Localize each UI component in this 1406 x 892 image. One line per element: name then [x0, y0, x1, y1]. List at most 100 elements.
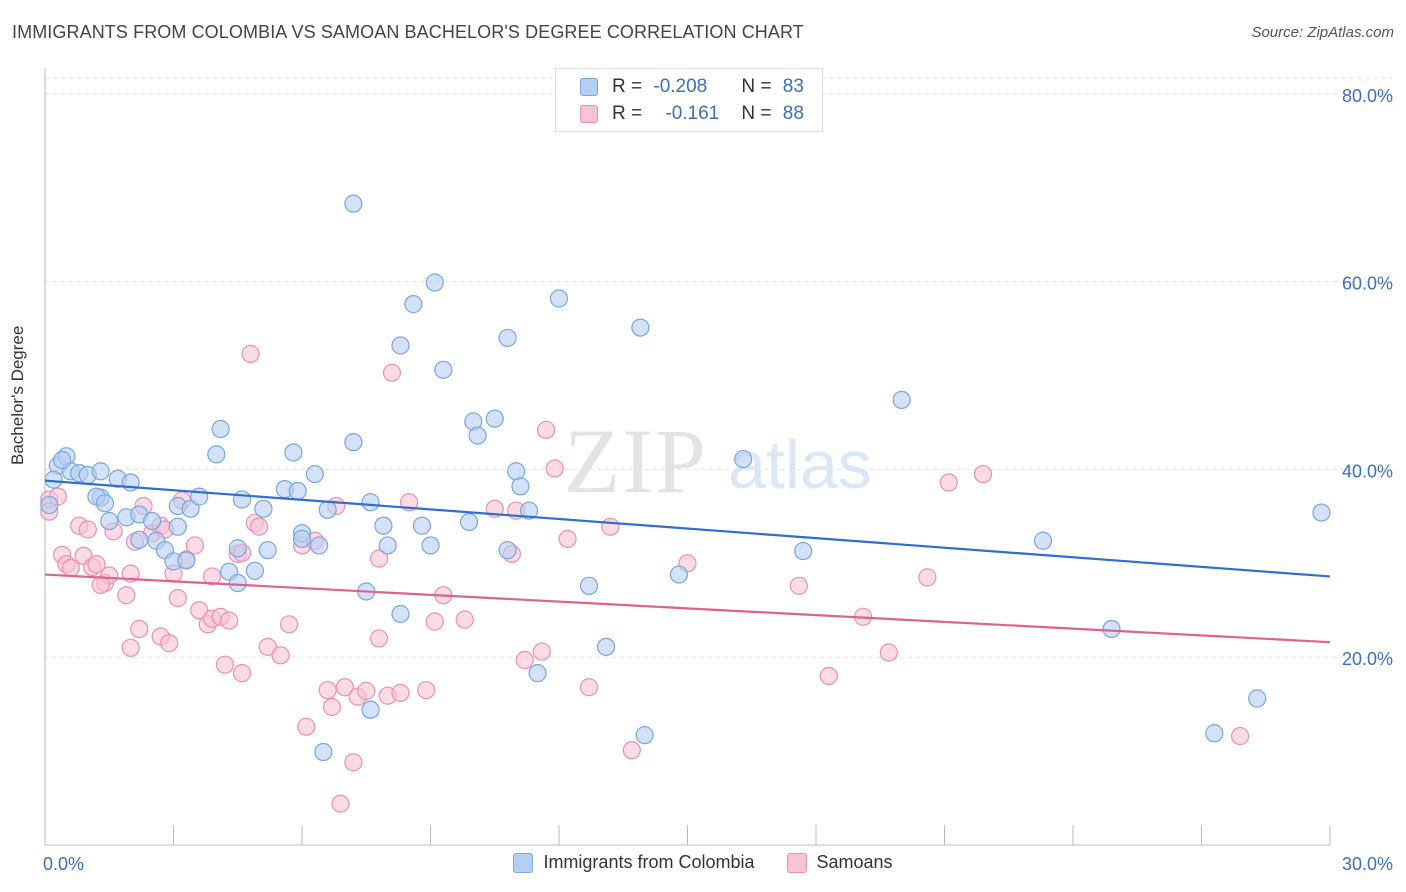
legend-label-colombia: Immigrants from Colombia — [543, 852, 755, 872]
samoans-point — [168, 588, 187, 608]
stats-legend: R = -0.208 N = 83 R = -0.161 N = 88 — [555, 68, 823, 132]
colombia-trend-line — [44, 479, 1331, 578]
colombia-point — [245, 561, 264, 580]
colombia-legend-swatch — [513, 852, 534, 873]
samoans-point — [879, 643, 898, 662]
samoans-point — [250, 517, 269, 536]
colombia-point — [177, 551, 196, 570]
r-value: -0.208 — [653, 76, 708, 97]
watermark-atlas: atlas — [728, 427, 872, 503]
colombia-point — [314, 742, 333, 762]
y-tick-label: 60.0% — [1342, 274, 1393, 294]
colombia-swatch — [580, 78, 598, 96]
samoans-point — [121, 638, 140, 657]
samoans-point — [819, 666, 838, 686]
samoans-point — [190, 601, 209, 620]
colombia-point — [40, 495, 59, 515]
samoans-legend-swatch — [786, 852, 807, 873]
samoans-point — [130, 619, 149, 639]
colombia-point — [361, 493, 380, 512]
samoans-point — [370, 629, 389, 648]
y-axis-label: Bachelor's Degree — [8, 325, 27, 465]
samoans-point — [918, 568, 937, 587]
samoans-point — [185, 536, 205, 555]
samoans-point — [1230, 726, 1250, 746]
samoans-point — [215, 655, 234, 674]
colombia-point — [425, 273, 444, 292]
colombia-point — [631, 318, 650, 337]
colombia-point — [374, 516, 393, 535]
samoans-point — [87, 555, 106, 574]
colombia-point — [597, 637, 616, 656]
colombia-point — [361, 700, 380, 719]
colombia-point — [254, 499, 273, 518]
samoans-point — [202, 567, 222, 586]
colombia-point — [669, 565, 689, 584]
stats-legend-row-samoans: R = -0.161 N = 88 — [580, 102, 804, 126]
samoans-point — [425, 612, 444, 631]
colombia-point — [391, 336, 410, 355]
colombia-point — [53, 450, 72, 470]
colombia-point — [1312, 503, 1331, 522]
colombia-point — [549, 289, 569, 308]
samoans-point — [335, 678, 354, 697]
colombia-point — [211, 419, 230, 439]
colombia-point — [91, 462, 110, 481]
colombia-point — [507, 462, 526, 481]
colombia-point — [142, 511, 162, 531]
samoans-point — [241, 344, 260, 363]
colombia-point — [485, 409, 504, 428]
colombia-point — [498, 328, 517, 348]
r-value: -0.161 — [665, 103, 720, 124]
trend-lines — [44, 479, 1331, 644]
colombia-point — [344, 433, 363, 452]
colombia-point — [421, 536, 440, 555]
colombia-point — [468, 426, 487, 445]
samoans-point — [545, 459, 564, 478]
y-tick-label: 80.0% — [1342, 86, 1393, 106]
samoans-point — [357, 681, 376, 701]
n-label: N = — [741, 103, 777, 124]
colombia-point — [258, 541, 277, 560]
colombia-point — [794, 541, 813, 561]
colombia-point — [1102, 619, 1121, 639]
stats-legend-row-colombia: R = -0.208 N = 83 — [580, 75, 804, 99]
colombia-point — [579, 576, 599, 595]
colombia-point — [305, 464, 324, 484]
r-label: R = — [612, 76, 648, 97]
samoans-point — [297, 717, 316, 736]
source-label: Source: ZipAtlas.com — [1251, 24, 1394, 41]
samoans-point — [258, 637, 277, 656]
colombia-point — [318, 500, 337, 519]
colombia-point — [519, 501, 539, 520]
colombia-point — [391, 604, 410, 624]
watermark: ZIP atlas — [564, 410, 872, 512]
legend-item-samoans: Samoans — [786, 852, 893, 873]
samoans-point — [532, 642, 551, 661]
r-label: R = — [612, 103, 648, 124]
tick-labels: 20.0% 40.0% 60.0% 80.0% 0.0% 30.0% — [43, 86, 1393, 874]
colombia-point — [412, 516, 432, 535]
colombia-point — [378, 536, 397, 555]
samoans-point — [537, 420, 556, 440]
samoans-trend-line — [44, 573, 1331, 644]
samoans-point — [331, 794, 350, 813]
samoans-point — [370, 549, 389, 568]
samoans-point — [515, 650, 534, 670]
colombia-point — [344, 194, 363, 213]
colombia-point — [44, 470, 63, 489]
samoans-point — [939, 473, 958, 492]
x-tick-label: 30.0% — [1342, 854, 1393, 874]
samoans-point — [417, 680, 436, 700]
colombia-point — [1248, 689, 1267, 708]
colombia-point — [404, 295, 423, 314]
colombia-point — [892, 390, 911, 410]
samoans-point — [579, 678, 599, 697]
n-value: 83 — [782, 76, 804, 97]
samoans-point — [91, 575, 110, 594]
x-tick-label: 0.0% — [43, 854, 84, 874]
colombia-point — [284, 443, 303, 462]
samoans-point — [789, 576, 808, 595]
samoans-point — [391, 683, 410, 702]
